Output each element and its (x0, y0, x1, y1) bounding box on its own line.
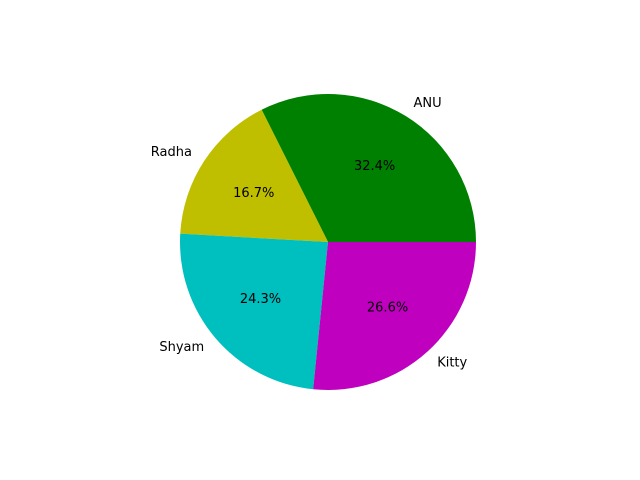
slice-label-anu: ANU (414, 96, 442, 111)
pie-slice-kitty (313, 242, 476, 390)
pie-slices (180, 93, 476, 390)
slice-label-radha: Radha (151, 145, 192, 160)
pie-labels: ANU 32.4% Radha 16.7% Shyam 24.3% Kitty 26.6% (151, 96, 468, 370)
slice-percent-shyam: 24.3% (240, 292, 281, 307)
pie-slice-shyam (180, 233, 328, 390)
slice-percent-radha: 16.7% (233, 186, 274, 201)
pie-slice-radha (180, 109, 328, 243)
slice-label-kitty: Kitty (437, 355, 467, 370)
slice-percent-anu: 32.4% (354, 159, 395, 174)
slice-label-shyam: Shyam (159, 340, 204, 355)
pie-slice-anu (261, 93, 476, 242)
slice-percent-kitty: 26.6% (367, 300, 408, 315)
